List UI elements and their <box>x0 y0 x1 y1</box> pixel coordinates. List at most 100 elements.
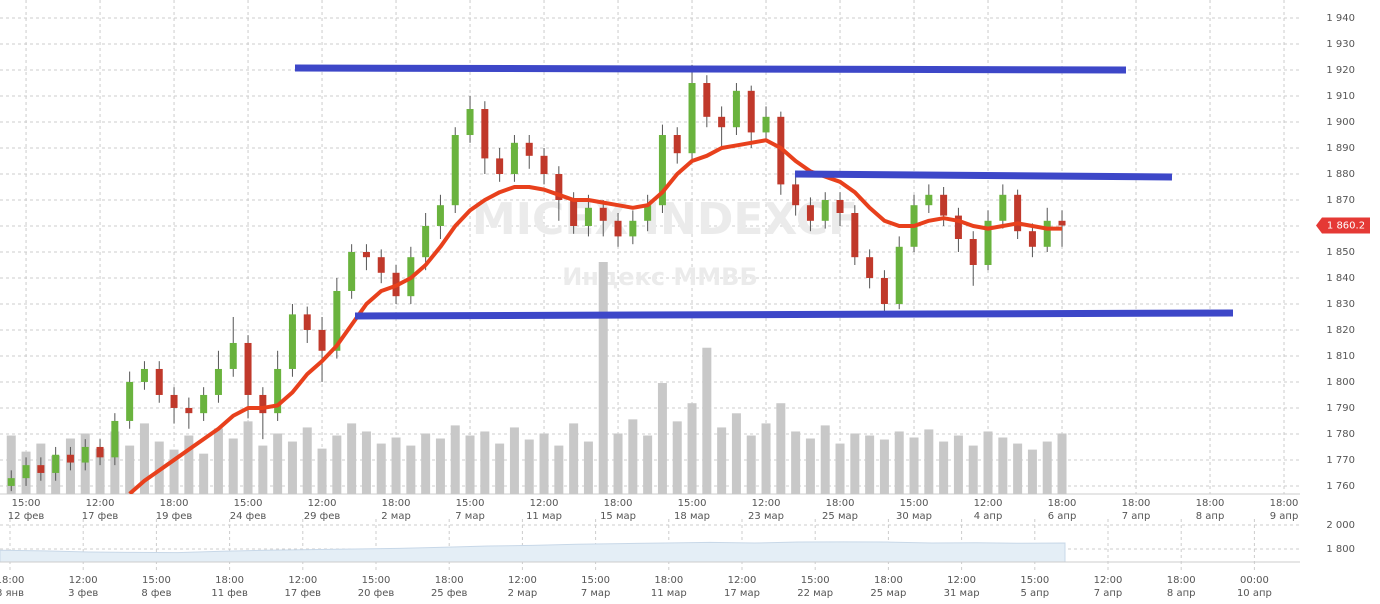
candle-body <box>496 158 504 175</box>
level-line <box>794 170 1173 181</box>
y-tick-label: 1 900 <box>1326 117 1355 128</box>
candle-body <box>614 220 622 237</box>
x-tick-label: 18:00 8 апр <box>1196 498 1225 522</box>
volume-bar <box>909 437 919 494</box>
volume-bar <box>332 435 342 494</box>
volume-bar <box>776 403 786 494</box>
candle-body <box>111 420 119 458</box>
volume-bar <box>302 427 312 494</box>
x-tick-label: 18:00 7 апр <box>1122 498 1151 522</box>
ma-layer <box>128 138 1063 494</box>
candle-body <box>584 207 592 226</box>
volume-bar <box>125 445 135 494</box>
candle-body <box>851 212 859 258</box>
candle-body <box>333 290 341 351</box>
volume-bar <box>450 425 460 494</box>
volume-bar <box>687 403 697 494</box>
nav-x-tick-label: 12:00 31 мар <box>944 575 980 599</box>
y-tick-label: 1 830 <box>1326 299 1355 310</box>
candle-body <box>214 368 222 395</box>
candle-body <box>969 238 977 265</box>
candle-body <box>629 220 637 237</box>
volume-bar <box>391 437 401 494</box>
candle-body <box>126 381 134 421</box>
candle-body <box>1058 220 1066 226</box>
volume-bar <box>347 423 357 494</box>
nav-x-tick-label: 12:00 17 фев <box>285 575 322 599</box>
volume-bar <box>894 431 904 494</box>
candle-body <box>96 446 104 458</box>
volume-bar <box>524 439 534 494</box>
volume-bar <box>1013 443 1023 494</box>
volume-bar <box>139 423 149 494</box>
candle-body <box>422 225 430 258</box>
nav-x-tick-label: 15:00 8 фев <box>141 575 171 599</box>
candle-body <box>22 465 30 479</box>
volume-bar <box>569 423 579 494</box>
candle-body <box>658 135 666 206</box>
volume-bar <box>702 347 712 494</box>
x-tick-label: 18:00 19 фев <box>156 498 193 522</box>
volume-bar <box>583 441 593 494</box>
nav-x-tick-label: 15:00 5 апр <box>1020 575 1049 599</box>
y-tick-label: 1 890 <box>1326 143 1355 154</box>
candle-body <box>806 205 814 221</box>
candle-body <box>66 454 74 463</box>
volume-bar <box>421 433 431 494</box>
x-tick-label: 18:00 2 мар <box>381 498 411 522</box>
candle-body <box>1043 220 1051 247</box>
volume-bar <box>717 427 727 494</box>
candle-body <box>644 205 652 221</box>
candle-body <box>1028 231 1036 247</box>
y-tick-label: 1 780 <box>1326 429 1355 440</box>
moving-average <box>128 138 1063 494</box>
volume-bar <box>287 441 297 494</box>
y-tick-label: 1 800 <box>1326 377 1355 388</box>
nav-x-tick-label: 15:00 22 мар <box>797 575 833 599</box>
candle-body <box>555 174 563 200</box>
nav-x-tick-label: 18:00 25 мар <box>870 575 906 599</box>
price-flag <box>1316 217 1370 234</box>
volume-bar <box>228 438 238 494</box>
candle-body <box>940 194 948 216</box>
nav-x-tick-label: 18:00 11 мар <box>651 575 687 599</box>
volume-bar <box>731 413 741 494</box>
volume-bar <box>672 421 682 494</box>
x-tick-label: 15:00 18 мар <box>674 498 710 522</box>
nav-x-tick-label: 12:00 17 мар <box>724 575 760 599</box>
volume-bar <box>791 431 801 494</box>
volume-bar <box>199 453 209 494</box>
volume-bar <box>865 435 875 494</box>
x-tick-label: 12:00 23 мар <box>748 498 784 522</box>
nav-y-tick-label: 1 800 <box>1326 544 1355 555</box>
volume-bar <box>598 262 608 494</box>
candle-body <box>703 83 711 117</box>
x-tick-label: 15:00 12 фев <box>8 498 45 522</box>
candle-body <box>37 465 45 473</box>
x-tick-label: 15:00 24 фев <box>230 498 267 522</box>
level-line <box>354 309 1234 320</box>
candle-body <box>762 116 770 133</box>
nav-x-tick-label: 15:00 20 фев <box>358 575 395 599</box>
candle-body <box>185 407 193 414</box>
volume-bar <box>953 435 963 494</box>
candle-body <box>925 194 933 206</box>
candle-body <box>348 251 356 291</box>
watermark-subtitle: Индекс ММВБ <box>562 263 758 291</box>
candle-body <box>7 478 15 486</box>
candle-body <box>200 394 208 414</box>
candle-body <box>792 184 800 206</box>
volume-bar <box>1027 449 1037 494</box>
candle-body <box>732 90 740 128</box>
candle-body <box>259 394 267 414</box>
candle-body <box>288 314 296 369</box>
x-tick-label: 15:00 7 мар <box>455 498 485 522</box>
candle-body <box>747 90 755 133</box>
labels: 1 760 1 770 1 780 1 790 1 800 1 810 1 820 1 830… <box>0 13 1370 599</box>
candle-body <box>540 155 548 175</box>
x-tick-label: 12:00 4 апр <box>974 498 1003 522</box>
nav-x-tick-label: 18:00 11 фев <box>211 575 248 599</box>
volume-bar <box>6 435 16 494</box>
nav-x-tick-label: 18:00 25 фев <box>431 575 468 599</box>
volume-bar <box>509 427 519 494</box>
